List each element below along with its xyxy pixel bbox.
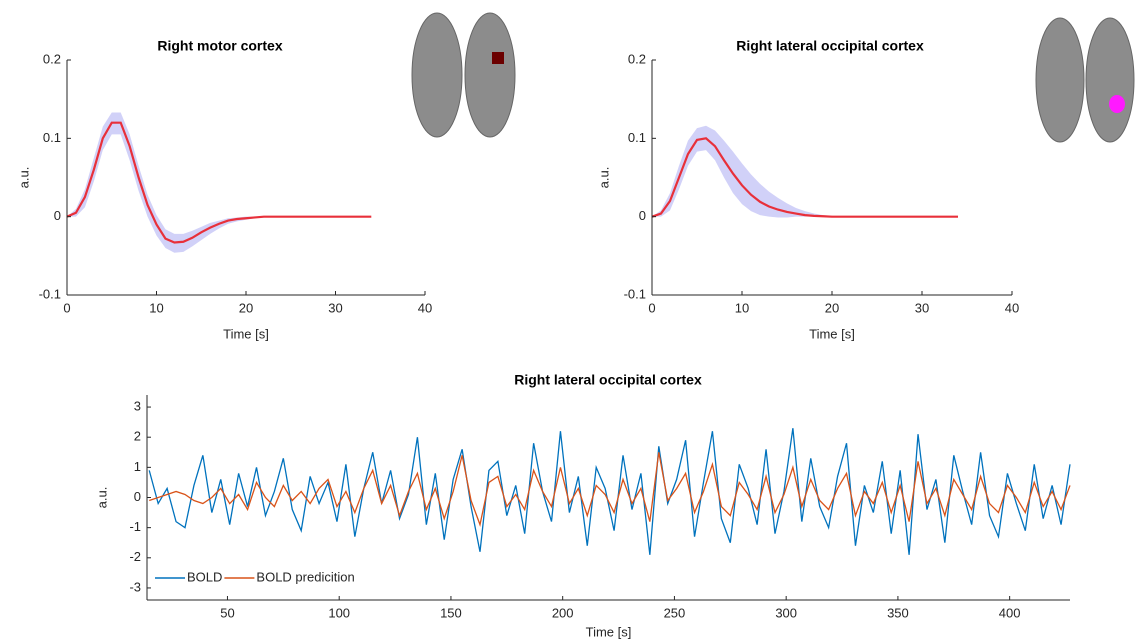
y-tick-label: -3 <box>129 579 141 594</box>
region-marker <box>492 52 504 64</box>
y-tick-label: 2 <box>134 429 141 444</box>
x-tick-label: 40 <box>1005 300 1019 315</box>
x-tick-label: 40 <box>418 300 432 315</box>
y-tick-label: 0.1 <box>43 130 61 145</box>
legend-label: BOLD <box>187 569 222 584</box>
region-marker <box>1109 95 1125 113</box>
x-tick-label: 10 <box>735 300 749 315</box>
x-tick-label: 150 <box>440 605 462 620</box>
x-tick-label: 20 <box>239 300 253 315</box>
x-tick-label: 250 <box>664 605 686 620</box>
x-tick-label: 30 <box>328 300 342 315</box>
y-axis-label: a.u. <box>596 167 611 189</box>
x-tick-label: 10 <box>149 300 163 315</box>
x-tick-label: 100 <box>328 605 350 620</box>
x-axis-label: Time [s] <box>809 326 855 341</box>
chart-title: Right lateral occipital cortex <box>736 38 924 54</box>
x-axis-label: Time [s] <box>586 624 632 639</box>
right-hemisphere <box>1085 17 1135 143</box>
y-tick-label: -0.1 <box>39 286 61 301</box>
y-tick-label: 0 <box>54 208 61 223</box>
y-tick-label: -2 <box>129 549 141 564</box>
chart-title: Right motor cortex <box>157 38 282 54</box>
x-tick-label: 200 <box>552 605 574 620</box>
y-tick-label: 0 <box>134 489 141 504</box>
x-tick-label: 400 <box>999 605 1021 620</box>
y-tick-label: 3 <box>134 398 141 413</box>
x-tick-label: 0 <box>63 300 70 315</box>
y-tick-label: 0.2 <box>43 51 61 66</box>
x-tick-label: 0 <box>648 300 655 315</box>
y-tick-label: 0 <box>639 208 646 223</box>
legend-label: BOLD predicition <box>256 569 354 584</box>
brain-icon <box>1035 17 1135 143</box>
y-tick-label: -0.1 <box>624 286 646 301</box>
x-axis-label: Time [s] <box>223 326 269 341</box>
confidence-band <box>652 125 958 218</box>
response-line <box>66 121 372 244</box>
y-axis-label: a.u. <box>16 167 31 189</box>
confidence-band <box>67 112 372 253</box>
y-axis-label: a.u. <box>94 487 109 509</box>
y-tick-label: 0.1 <box>628 130 646 145</box>
series-line <box>149 452 1071 527</box>
chart-title: Right lateral occipital cortex <box>514 372 702 388</box>
response-line <box>651 137 958 218</box>
y-tick-label: 0.2 <box>628 51 646 66</box>
x-tick-label: 30 <box>915 300 929 315</box>
y-tick-label: 1 <box>134 459 141 474</box>
x-tick-label: 50 <box>220 605 234 620</box>
x-tick-label: 20 <box>825 300 839 315</box>
right-hemisphere <box>464 12 516 138</box>
brain-icon <box>411 12 516 138</box>
left-hemisphere <box>411 12 463 138</box>
x-tick-label: 300 <box>775 605 797 620</box>
series-line <box>148 428 1071 555</box>
left-hemisphere <box>1035 17 1085 143</box>
y-tick-label: -1 <box>129 519 141 534</box>
x-tick-label: 350 <box>887 605 909 620</box>
